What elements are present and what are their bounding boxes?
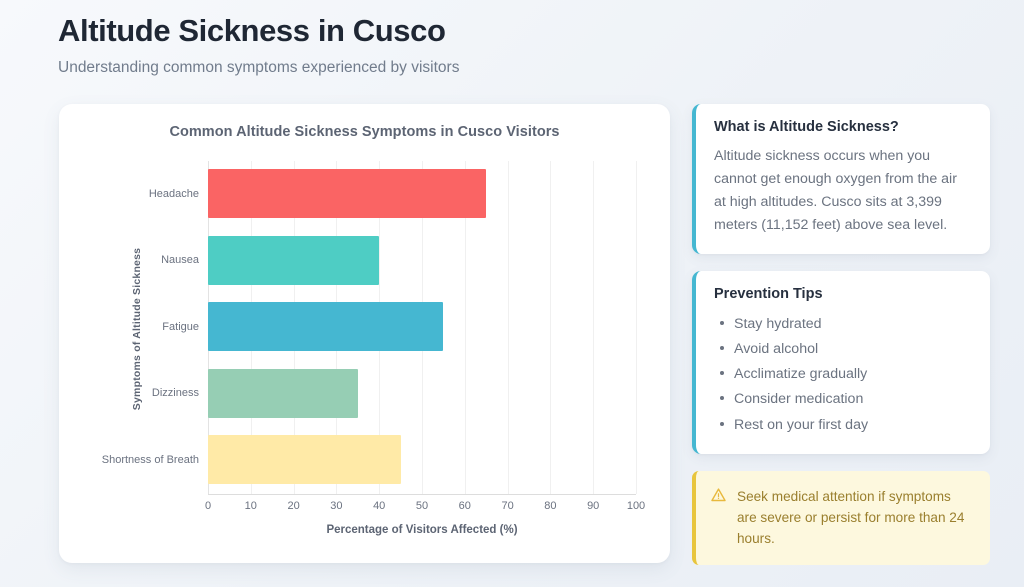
prevention-tip-item: Consider medication — [714, 387, 972, 412]
chart-x-tick: 70 — [501, 500, 514, 512]
bullet-icon — [720, 396, 724, 401]
prevention-tip-label: Stay hydrated — [734, 315, 822, 332]
chart-category-label: Nausea — [161, 254, 199, 266]
chart-x-tick: 40 — [373, 500, 386, 512]
prevention-tip-item: Rest on your first day — [714, 413, 972, 438]
chart-x-axis-line — [208, 494, 636, 495]
chart-gridline — [636, 161, 637, 494]
chart-title: Common Altitude Sickness Symptoms in Cus… — [169, 124, 560, 140]
chart-bar-row: Nausea — [161, 235, 636, 285]
prevention-tip-item: Stay hydrated — [714, 312, 972, 337]
page-title: Altitude Sickness in Cusco — [58, 13, 446, 48]
chart-gridline — [507, 161, 509, 494]
chart-category-label: Dizziness — [151, 387, 199, 399]
chart-bar-shortness-of-breath[interactable] — [208, 435, 401, 484]
chart-bar-row: Headache — [149, 169, 636, 218]
info-sidebar: What is Altitude Sickness? Altitude sick… — [692, 104, 990, 565]
bullet-icon — [720, 320, 724, 325]
chart-category-label: Headache — [148, 187, 199, 200]
prevention-tip-label: Avoid alcohol — [734, 340, 819, 357]
medical-warning-card: Seek medical attention if symptoms are s… — [692, 470, 990, 565]
about-card: What is Altitude Sickness? Altitude sick… — [692, 104, 990, 254]
chart-x-tick: 90 — [587, 500, 600, 512]
chart-x-tick: 80 — [544, 500, 557, 512]
chart-bar-fatigue[interactable] — [208, 302, 444, 351]
chart-gridline — [593, 161, 595, 494]
chart-bar-row: Fatigue — [162, 302, 636, 351]
chart-x-tick: 50 — [415, 500, 429, 512]
main-content: Common Altitude Sickness Symptoms in Cus… — [0, 104, 1024, 574]
bullet-icon — [720, 421, 724, 426]
chart-category-label: Shortness of Breath — [101, 453, 199, 466]
prevention-tip-label: Consider medication — [734, 391, 864, 408]
prevention-tip-label: Acclimatize gradually — [734, 366, 868, 383]
prevention-tips-card: Prevention Tips Stay hydrated Avoid alcoh… — [692, 270, 990, 454]
prevention-tips-list: Stay hydrated Avoid alcohol Acclimatize gr… — [714, 312, 972, 438]
chart-x-tick: 10 — [244, 500, 257, 512]
chart-bar-nausea[interactable] — [208, 235, 380, 285]
prevention-tip-item: Avoid alcohol — [714, 337, 972, 362]
chart-gridline — [550, 161, 552, 494]
chart-x-tick: 0 — [204, 500, 212, 512]
warning-triangle-icon — [711, 488, 726, 507]
chart-category-label: Fatigue — [162, 320, 199, 333]
chart-card: Common Altitude Sickness Symptoms in Cus… — [59, 104, 670, 563]
chart-bar-row: Dizziness — [152, 368, 636, 418]
chart-plot-area: Headache Nausea Fatigue Dizziness Shortness … — [102, 161, 637, 494]
prevention-tip-item: Acclimatize gradually — [714, 362, 972, 387]
medical-warning-text: Seek medical attention if symptoms are s… — [737, 488, 965, 547]
chart-x-tick: 30 — [330, 500, 343, 512]
chart-bar-row: Shortness of Breath — [102, 435, 636, 484]
chart-x-tick: 20 — [287, 500, 300, 512]
bullet-icon — [720, 371, 724, 376]
chart-x-tick: 100 — [626, 500, 646, 512]
chart-bar-headache[interactable] — [208, 169, 487, 218]
bullet-icon — [720, 345, 724, 350]
chart-x-tick: 60 — [458, 500, 471, 512]
chart-y-axis-title: Symptoms of Altitude Sickness — [131, 247, 143, 411]
prevention-tips-heading: Prevention Tips — [714, 285, 823, 302]
about-card-body: Altitude sickness occurs when you cannot… — [714, 148, 957, 234]
about-card-heading: What is Altitude Sickness? — [714, 119, 899, 135]
chart-bar-dizziness[interactable] — [208, 368, 358, 418]
chart-bars: Headache Nausea Fatigue Dizziness Shortness … — [102, 161, 636, 494]
prevention-tip-label: Rest on your first day — [734, 416, 869, 433]
chart-gridline — [464, 161, 466, 494]
page-header: Altitude Sickness in Cusco Understanding… — [58, 10, 758, 77]
page-subtitle: Understanding common symptoms experience… — [58, 58, 460, 76]
chart-x-axis-title: Percentage of Visitors Affected (%) — [326, 524, 518, 536]
